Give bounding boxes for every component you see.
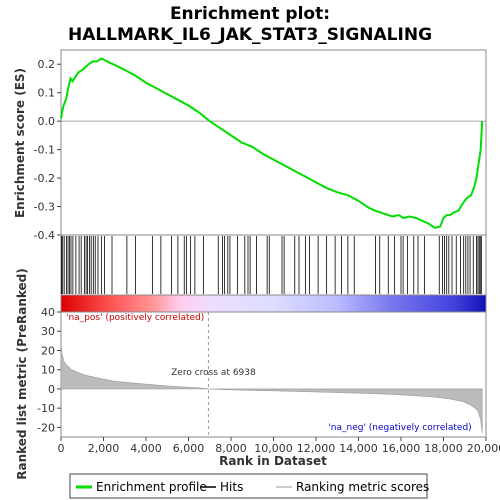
x-tick-label: 6,000: [173, 442, 205, 455]
x-tick-label: 8,000: [215, 442, 247, 455]
es-y-tick-label: 0.0: [38, 115, 56, 128]
rank-y-tick-label: -20: [37, 421, 55, 434]
rank-y-tick-label: -10: [37, 402, 55, 415]
x-tick-label: 0: [58, 442, 65, 455]
es-y-tick-label: -0.2: [34, 172, 55, 185]
x-axis-title: Rank in Dataset: [219, 454, 327, 468]
rank-y-tick-label: 40: [41, 306, 55, 319]
x-tick-label: 2,000: [88, 442, 120, 455]
es-y-axis: -0.4 -0.3 -0.2 -0.1 0.0 0.1 0.2: [34, 58, 61, 242]
x-tick-label: 4,000: [130, 442, 162, 455]
x-tick-label: 14,000: [339, 442, 378, 455]
es-y-tick-label: 0.1: [38, 87, 56, 100]
es-panel-frame: [60, 49, 487, 236]
legend-label: Enrichment profile: [96, 480, 207, 494]
enrichment-profile-line: [60, 57, 484, 229]
rank-y-tick-label: 0: [48, 383, 55, 396]
es-y-tick-label: -0.4: [34, 229, 55, 242]
x-tick-label: 20,000: [467, 442, 500, 455]
rank-y-tick-label: 10: [41, 364, 55, 377]
rank-y-axis-title: Ranked list metric (PreRanked): [15, 268, 29, 480]
x-axis: 0 2,000 4,000 6,000 8,000 10,000 12,000 14,000 1…: [58, 437, 500, 455]
ranking-color-bar: [60, 294, 487, 313]
x-tick-label: 12,000: [297, 442, 336, 455]
positive-correlation-label: 'na_pos' (positively correlated): [66, 313, 204, 323]
legend: Enrichment profile Hits Ranking metric sco…: [76, 480, 429, 494]
x-tick-label: 18,000: [424, 442, 463, 455]
chart-title-line1: Enrichment plot:: [170, 4, 330, 24]
legend-box: [69, 473, 428, 499]
es-y-tick-label: -0.3: [34, 201, 55, 214]
es-y-tick-label: 0.2: [38, 58, 56, 71]
rank-y-tick-label: 20: [41, 344, 55, 357]
ranking-metric-area: [60, 342, 483, 434]
es-y-axis-title: Enrichment score (ES): [13, 68, 27, 218]
chart-title-line2: HALLMARK_IL6_JAK_STAT3_SIGNALING: [68, 25, 432, 45]
hits-panel-frame: [60, 234, 487, 296]
x-tick-label: 16,000: [382, 442, 421, 455]
rank-panel-frame: [60, 311, 487, 438]
legend-label: Ranking metric scores: [296, 480, 429, 494]
legend-label: Hits: [220, 480, 243, 494]
es-y-tick-label: -0.1: [34, 144, 55, 157]
zero-cross-label: Zero cross at 6938: [171, 368, 256, 378]
negative-correlation-label: 'na_neg' (negatively correlated): [328, 423, 471, 433]
hit-markers: [61, 236, 482, 294]
x-tick-label: 10,000: [254, 442, 293, 455]
rank-y-axis: -20 -10 0 10 20 30 40: [37, 306, 61, 434]
rank-y-tick-label: 30: [41, 325, 55, 338]
